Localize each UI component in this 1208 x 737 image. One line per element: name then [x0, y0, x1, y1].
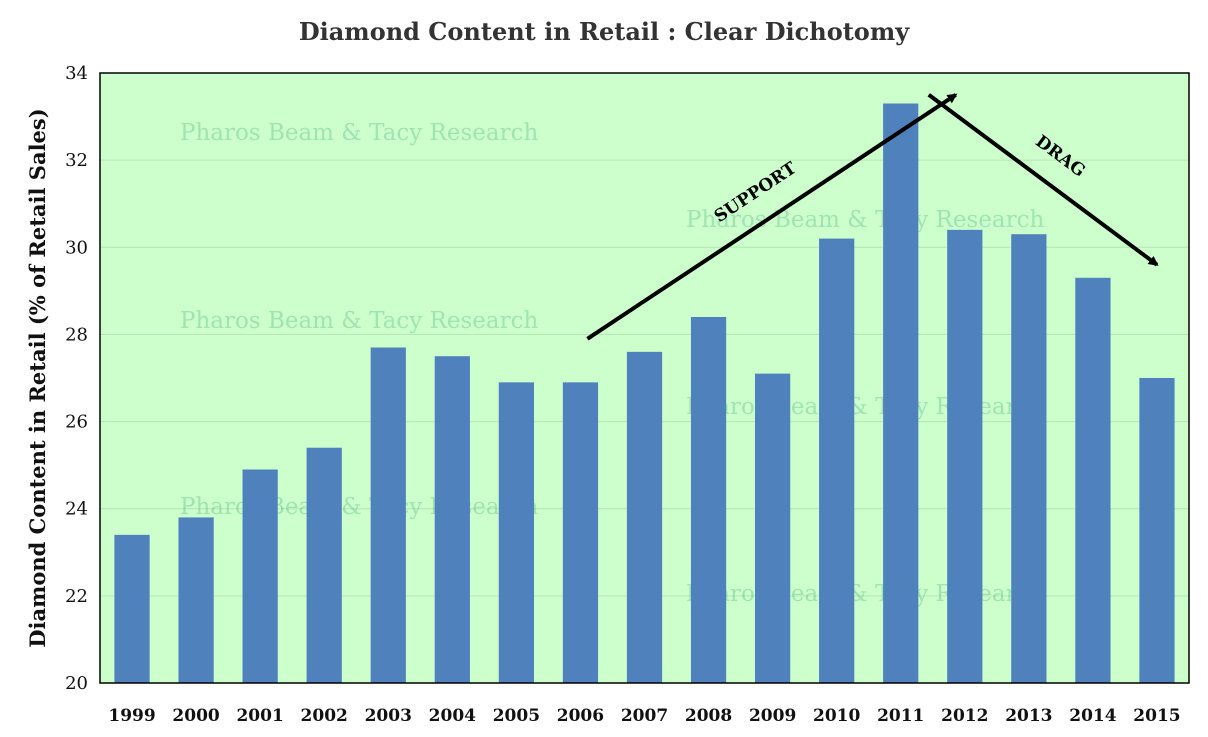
bar-2015: [1139, 378, 1175, 683]
bar-2007: [626, 351, 663, 683]
y-axis-label: Diamond Content in Retail (% of Retail S…: [25, 108, 50, 647]
bar-2012: [947, 229, 983, 683]
bars: [114, 103, 1175, 684]
watermark-text: Pharos Beam & Tacy Research: [686, 394, 1044, 420]
chart-title: Diamond Content in Retail : Clear Dichot…: [299, 17, 910, 46]
y-axis-ticks: 20 22 24 26 28 30 32 34: [65, 63, 88, 694]
y-tick-label: 26: [65, 412, 88, 433]
arrow-support: [586, 93, 958, 341]
y-tick-label: 30: [65, 237, 88, 258]
x-tick-label: 2003: [365, 706, 412, 726]
watermark-text: Pharos Beam & Tacy Research: [686, 581, 1044, 607]
x-tick-label: 2013: [1005, 706, 1052, 726]
y-tick-label: 24: [65, 499, 88, 520]
watermark-text: Pharos Beam & Tacy Research: [180, 308, 538, 334]
x-tick-label: 2007: [621, 706, 668, 726]
x-tick-label: 1999: [108, 706, 155, 726]
y-tick-label: 34: [65, 63, 88, 84]
watermark-text: Pharos Beam & Tacy Research: [686, 207, 1044, 233]
x-tick-label: 2001: [236, 706, 283, 726]
bar-2010: [819, 238, 855, 684]
x-tick-label: 2005: [493, 706, 540, 726]
bar-2004: [434, 356, 470, 683]
y-tick-label: 20: [65, 673, 88, 694]
bar-2003: [370, 347, 406, 683]
x-tick-label: 2015: [1133, 706, 1180, 726]
x-tick-label: 2010: [813, 706, 860, 726]
x-tick-label: 2004: [429, 706, 476, 726]
bar-1999: [114, 534, 150, 683]
y-tick-label: 32: [65, 150, 88, 171]
y-tick-label: 28: [65, 324, 88, 345]
x-tick-label: 2012: [941, 706, 988, 726]
x-axis-ticks: 1999 2000 2001 2002 2003 2004 2005 2006 2007 2008…: [108, 706, 1180, 726]
bar-2014: [1075, 277, 1111, 683]
x-tick-label: 2014: [1069, 706, 1116, 726]
bar-2013: [1011, 234, 1047, 683]
bar-2011: [883, 103, 919, 683]
x-tick-label: 2002: [301, 706, 348, 726]
arrow-drag: [927, 93, 1159, 267]
bar-2006: [562, 382, 599, 683]
x-tick-label: 2011: [877, 706, 924, 726]
x-tick-label: 2006: [557, 706, 604, 726]
watermark-text: Pharos Beam & Tacy Research: [180, 120, 538, 146]
watermarks: Pharos Beam & Tacy Research Pharos Beam &…: [180, 120, 1044, 607]
bar-2009: [755, 373, 791, 683]
bar-2000: [178, 517, 214, 683]
bar-2002: [306, 447, 342, 683]
watermark-text: Pharos Beam & Tacy Research: [180, 494, 538, 520]
x-tick-label: 2008: [685, 706, 732, 726]
x-tick-label: 2009: [749, 706, 796, 726]
bar-2005: [498, 382, 534, 683]
x-tick-label: 2000: [172, 706, 219, 726]
y-tick-label: 22: [65, 586, 88, 607]
bar-2001: [242, 469, 278, 683]
plot-frame: [99, 72, 1190, 684]
bar-2008: [690, 317, 727, 683]
